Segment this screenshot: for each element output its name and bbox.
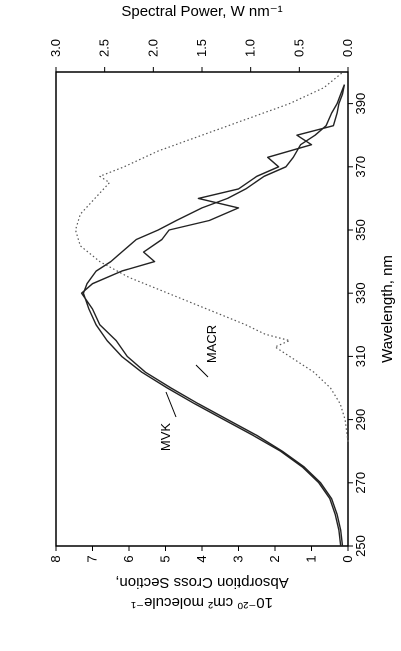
macr-annotation: MACR [204, 325, 219, 363]
right-axis-ticks: 0.0 0.5 1.0 1.5 2.0 2.5 3.0 [48, 39, 355, 72]
right-tick-label: 1.0 [243, 39, 258, 57]
right-tick-label: 2.5 [97, 39, 112, 57]
right-tick-label: 0.5 [291, 39, 306, 57]
x-tick-label: 310 [353, 346, 368, 368]
x-tick-label: 390 [353, 93, 368, 115]
series-layer [74, 71, 349, 547]
left-tick-label: 5 [158, 555, 173, 562]
left-tick-label: 4 [194, 555, 209, 562]
right-axis-title: Spectral Power, W nm⁻¹ [121, 3, 282, 20]
mvk-leader-line [165, 391, 177, 418]
x-tick-label: 330 [353, 282, 368, 304]
macr-leader-line [195, 364, 209, 378]
x-axis-ticks: 250 270 290 310 330 350 370 390 [348, 93, 368, 557]
right-tick-label: 3.0 [48, 39, 63, 57]
mvk-annotation: MVK [158, 423, 173, 452]
right-tick-label: 2.0 [145, 39, 160, 57]
left-tick-label: 6 [121, 555, 136, 562]
x-axis-title: Wavelength, nm [379, 255, 396, 363]
left-tick-label: 7 [85, 555, 100, 562]
series-line-macr [80, 84, 346, 547]
x-tick-label: 250 [353, 535, 368, 557]
left-axis-ticks: 0 1 2 3 4 5 6 7 8 [48, 546, 355, 563]
left-axis-title-line1: Absorption Cross Section, [115, 574, 288, 591]
left-tick-label: 1 [304, 555, 319, 562]
left-axis-title-line2: 10⁻²⁰ cm² molecule⁻¹ [131, 594, 273, 611]
series-line-mvk [82, 84, 346, 547]
x-tick-label: 290 [353, 409, 368, 431]
left-tick-label: 2 [267, 555, 282, 562]
x-tick-label: 350 [353, 219, 368, 241]
right-tick-label: 0.0 [340, 39, 355, 57]
left-tick-label: 0 [340, 555, 355, 562]
right-tick-label: 1.5 [194, 39, 209, 57]
x-tick-label: 270 [353, 472, 368, 494]
series-line-spectral-power [74, 71, 349, 442]
left-tick-label: 8 [48, 555, 63, 562]
left-tick-label: 3 [231, 555, 246, 562]
x-tick-label: 370 [353, 156, 368, 178]
